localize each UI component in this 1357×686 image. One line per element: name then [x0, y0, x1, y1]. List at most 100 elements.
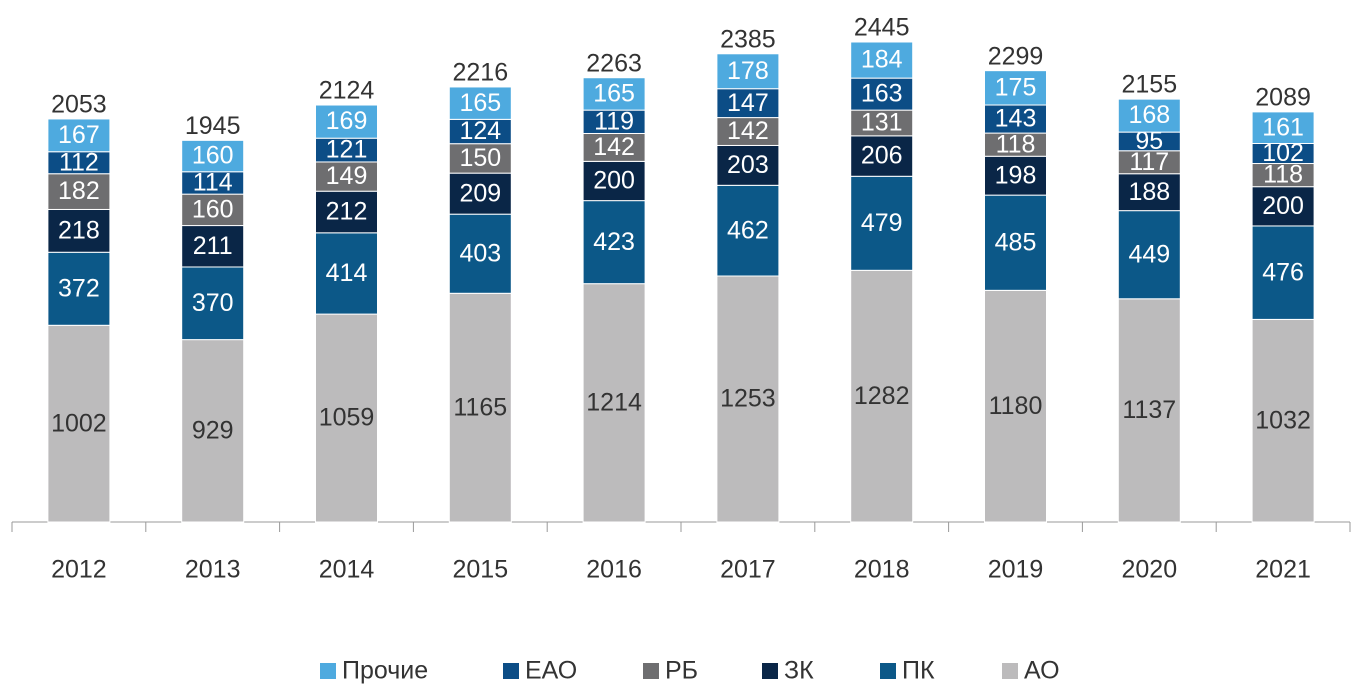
- bar-segment: [716, 275, 780, 523]
- legend-swatch: [762, 663, 778, 679]
- bar-segment: [47, 324, 111, 523]
- data-label: 1214: [586, 388, 642, 416]
- bar-segment: [850, 77, 914, 111]
- bar-segment: [315, 190, 378, 234]
- legend-swatch: [1002, 663, 1018, 679]
- data-label: 403: [459, 239, 501, 267]
- data-label: 929: [192, 416, 234, 444]
- bar-segment: [582, 160, 646, 202]
- data-label: 124: [459, 117, 501, 145]
- data-label: 206: [861, 142, 903, 170]
- data-label: 118: [996, 130, 1036, 158]
- bar-segment: [1251, 318, 1315, 523]
- total-label: 1945: [185, 112, 241, 140]
- bar-segment: [448, 292, 512, 523]
- data-label: 203: [727, 151, 769, 179]
- data-label: 117: [1129, 148, 1169, 176]
- data-label: 165: [459, 89, 501, 117]
- legend-label: РБ: [665, 657, 698, 685]
- data-label: 184: [861, 46, 903, 74]
- bar-segment: [984, 70, 1047, 106]
- bar-segment: [850, 109, 914, 137]
- data-label: 211: [193, 232, 233, 260]
- x-tick-label: 2018: [854, 556, 910, 584]
- data-label: 163: [861, 80, 903, 108]
- data-label: 147: [727, 89, 769, 117]
- data-label: 160: [192, 195, 234, 223]
- total-label: 2089: [1255, 83, 1311, 111]
- total-label: 2445: [854, 14, 910, 42]
- bar-segment: [850, 135, 914, 177]
- data-label: 479: [861, 209, 903, 237]
- data-label: 175: [995, 73, 1037, 101]
- legend-swatch: [880, 663, 896, 679]
- data-label: 1282: [854, 382, 910, 410]
- data-label: 142: [727, 117, 769, 145]
- data-label: 182: [58, 177, 100, 205]
- data-label: 1059: [319, 404, 375, 432]
- bar-segment: [582, 200, 646, 285]
- bar-segment: [181, 225, 245, 268]
- legend-label: ПК: [902, 657, 935, 685]
- data-label: 143: [995, 105, 1037, 133]
- bar-segment: [582, 77, 646, 111]
- data-label: 1253: [720, 385, 776, 413]
- x-tick-label: 2015: [452, 556, 508, 584]
- bar-segment: [1117, 210, 1181, 300]
- legend-swatch: [503, 663, 519, 679]
- total-label: 2216: [452, 59, 508, 87]
- legend-label: ЕАО: [525, 657, 577, 685]
- bar-segment: [1117, 298, 1181, 523]
- bar-segment: [850, 269, 914, 523]
- data-label: 167: [58, 121, 100, 149]
- data-label: 209: [459, 179, 501, 207]
- data-label: 218: [58, 216, 100, 244]
- data-label: 178: [727, 57, 769, 85]
- data-label: 168: [1128, 101, 1170, 129]
- bar-segment: [1251, 186, 1315, 227]
- legend-label: ЗК: [784, 657, 814, 685]
- bar-segment: [315, 313, 378, 523]
- bar-segment: [181, 339, 245, 523]
- bar-segment: [448, 172, 512, 215]
- data-label: 372: [58, 274, 100, 302]
- bar-segment: [315, 104, 378, 139]
- data-label: 1032: [1255, 406, 1311, 434]
- bar-segment: [984, 289, 1047, 523]
- x-tick-label: 2016: [586, 556, 642, 584]
- bar-segment: [448, 213, 512, 294]
- bar-segment: [984, 155, 1047, 196]
- data-label: 485: [995, 228, 1037, 256]
- legend-swatch: [320, 663, 336, 679]
- data-label: 1165: [453, 393, 507, 421]
- data-label: 119: [594, 107, 634, 135]
- total-label: 2124: [319, 77, 375, 105]
- data-label: 200: [593, 167, 635, 195]
- bar-segment: [716, 144, 780, 186]
- data-label: 449: [1128, 240, 1170, 268]
- data-label: 121: [326, 136, 368, 164]
- data-label: 462: [727, 216, 769, 244]
- total-label: 2299: [988, 42, 1044, 70]
- x-tick-label: 2013: [185, 556, 241, 584]
- total-label: 2385: [720, 25, 776, 53]
- x-tick-label: 2014: [319, 556, 375, 584]
- bar-segment: [181, 193, 245, 227]
- data-label: 150: [459, 144, 501, 172]
- total-label: 2155: [1121, 71, 1177, 99]
- bar-segment: [315, 161, 378, 192]
- bar-segment: [1117, 98, 1181, 133]
- bar-segment: [448, 86, 512, 120]
- bar-segment: [850, 41, 914, 79]
- data-label: 142: [593, 133, 635, 161]
- bar-segment: [181, 139, 245, 173]
- bar-segment: [716, 53, 780, 90]
- bar-segment: [582, 132, 646, 162]
- bar-segment: [716, 117, 780, 146]
- data-label: 212: [326, 198, 368, 226]
- legend-label: АО: [1024, 657, 1060, 685]
- data-label: 165: [593, 80, 635, 108]
- data-label: 198: [995, 161, 1037, 189]
- data-label: 188: [1128, 178, 1170, 206]
